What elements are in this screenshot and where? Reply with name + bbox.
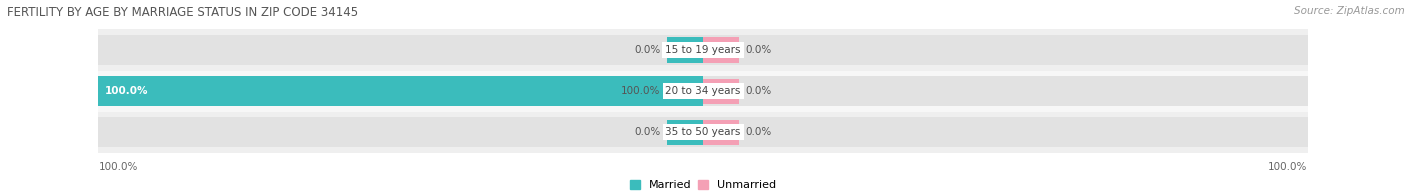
Text: 35 to 50 years: 35 to 50 years: [665, 127, 741, 137]
Text: 0.0%: 0.0%: [634, 127, 661, 137]
Bar: [98, 29, 1308, 71]
Bar: [703, 76, 1308, 106]
Text: 0.0%: 0.0%: [745, 127, 772, 137]
Bar: [703, 35, 1308, 65]
Bar: [98, 117, 703, 147]
Text: 100.0%: 100.0%: [98, 162, 138, 172]
Bar: [703, 79, 740, 104]
Bar: [98, 112, 1308, 153]
Text: 0.0%: 0.0%: [634, 45, 661, 55]
Text: 0.0%: 0.0%: [745, 86, 772, 96]
Text: 100.0%: 100.0%: [104, 86, 148, 96]
Bar: [666, 79, 703, 104]
Bar: [98, 35, 703, 65]
Legend: Married, Unmarried: Married, Unmarried: [630, 180, 776, 191]
Bar: [703, 37, 740, 63]
Bar: [666, 37, 703, 63]
Text: 100.0%: 100.0%: [1268, 162, 1308, 172]
Bar: [98, 76, 703, 106]
Text: 15 to 19 years: 15 to 19 years: [665, 45, 741, 55]
Bar: [666, 120, 703, 145]
Bar: [98, 71, 1308, 112]
Text: 0.0%: 0.0%: [745, 45, 772, 55]
Text: FERTILITY BY AGE BY MARRIAGE STATUS IN ZIP CODE 34145: FERTILITY BY AGE BY MARRIAGE STATUS IN Z…: [7, 6, 359, 19]
Text: 100.0%: 100.0%: [621, 86, 661, 96]
Text: Source: ZipAtlas.com: Source: ZipAtlas.com: [1294, 6, 1405, 16]
Text: 20 to 34 years: 20 to 34 years: [665, 86, 741, 96]
Bar: [703, 120, 740, 145]
Bar: [703, 117, 1308, 147]
Bar: [98, 76, 703, 106]
